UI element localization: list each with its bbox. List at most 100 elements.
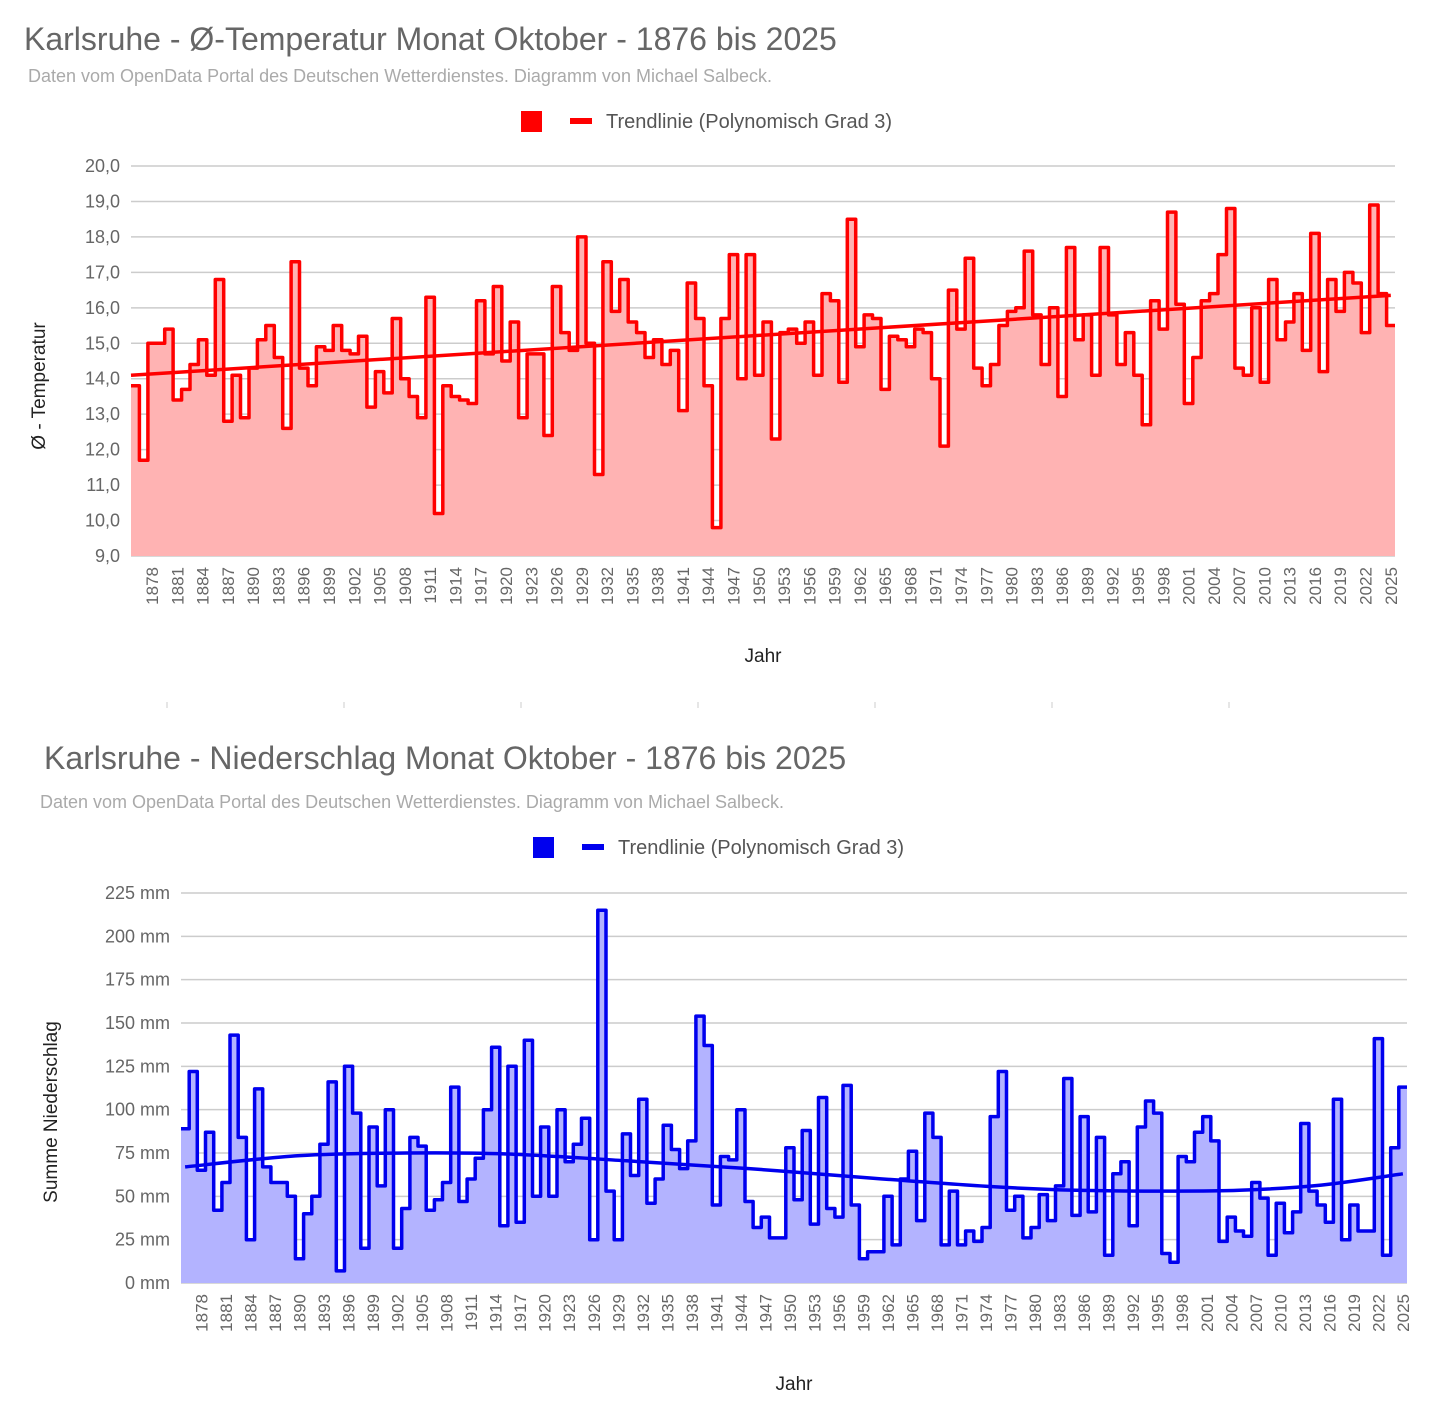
temperature-bar-1993 xyxy=(1117,365,1125,557)
precipitation-x-tick-label: 1881 xyxy=(217,1294,236,1332)
temperature-x-tick-label: 1887 xyxy=(219,567,238,605)
precipitation-bar-1876 xyxy=(181,1129,189,1283)
temperature-x-tick-label: 1998 xyxy=(1154,567,1173,605)
temperature-legend-trend-label: Trendlinie (Polynomisch Grad 3) xyxy=(606,111,892,133)
temperature-legend[interactable]: Trendlinie (Polynomisch Grad 3) xyxy=(521,111,892,133)
temperature-bar-1882 xyxy=(182,389,190,556)
temperature-x-tick-label: 2019 xyxy=(1331,567,1350,605)
temperature-y-tick-label: 18,0 xyxy=(85,227,120,247)
temperature-bar-1928 xyxy=(569,350,577,556)
temperature-bar-1901 xyxy=(342,350,350,556)
precipitation-bar-1997 xyxy=(1170,1262,1178,1283)
precipitation-bar-1915 xyxy=(500,1226,508,1283)
precipitation-bar-1902 xyxy=(394,1248,402,1283)
precipitation-bar-1973 xyxy=(974,1241,982,1283)
precipitation-x-tick-label: 1947 xyxy=(756,1294,775,1332)
temperature-bar-1965 xyxy=(881,389,889,556)
precipitation-bar-1989 xyxy=(1105,1255,1113,1283)
temperature-bar-1945 xyxy=(712,528,720,556)
precipitation-x-tick-label: 1983 xyxy=(1051,1294,1070,1332)
temperature-bar-2001 xyxy=(1184,404,1192,557)
precipitation-bar-1977 xyxy=(1007,1210,1015,1283)
temperature-x-tick-label: 1974 xyxy=(952,567,971,605)
precipitation-x-tick-label: 1950 xyxy=(781,1294,800,1332)
temperature-x-tick-label: 1944 xyxy=(699,567,718,605)
precipitation-bar-1884 xyxy=(246,1240,254,1283)
temperature-x-tick-label: 1995 xyxy=(1129,567,1148,605)
temperature-bar-1974 xyxy=(957,329,965,556)
temperature-bar-1918 xyxy=(485,354,493,556)
temperature-series-swatch-icon xyxy=(521,111,542,132)
precipitation-bar-1919 xyxy=(533,1196,541,1283)
temperature-bar-1920 xyxy=(502,361,510,556)
temperature-bar-1899 xyxy=(325,350,333,556)
temperature-y-tick-label: 13,0 xyxy=(85,404,120,424)
precipitation-x-tick-label: 2025 xyxy=(1394,1294,1413,1332)
temperature-bar-2022 xyxy=(1361,333,1369,556)
temperature-bar-1892 xyxy=(266,326,274,557)
precipitation-y-tick-label: 150 mm xyxy=(105,1013,170,1033)
precipitation-bar-1985 xyxy=(1072,1215,1080,1283)
temperature-bar-1885 xyxy=(207,375,215,556)
precipitation-chart: Karlsruhe - Niederschlag Monat Oktober -… xyxy=(40,740,1413,1395)
temperature-bar-1990 xyxy=(1092,375,1100,556)
temperature-x-tick-label: 1968 xyxy=(902,567,921,605)
temperature-bar-1963 xyxy=(864,315,872,556)
temperature-bar-1935 xyxy=(628,322,636,556)
temperature-x-tick-label: 1935 xyxy=(623,567,642,605)
precipitation-bar-1943 xyxy=(729,1160,737,1283)
temperature-bar-1941 xyxy=(679,411,687,556)
precipitation-y-tick-label: 100 mm xyxy=(105,1100,170,1120)
precipitation-bar-1982 xyxy=(1047,1221,1055,1283)
precipitation-x-tick-label: 1941 xyxy=(707,1294,726,1332)
precipitation-x-tick-label: 1911 xyxy=(462,1294,481,1331)
precipitation-x-tick-label: 1977 xyxy=(1002,1294,1021,1332)
temperature-bar-1887 xyxy=(224,421,232,556)
precipitation-bar-1898 xyxy=(361,1248,369,1283)
temperature-x-tick-label: 2016 xyxy=(1306,567,1325,605)
precipitation-bar-2009 xyxy=(1268,1255,1276,1283)
temperature-bar-1988 xyxy=(1075,340,1083,556)
precipitation-x-tick-label: 1938 xyxy=(683,1294,702,1332)
precipitation-chart-title: Karlsruhe - Niederschlag Monat Oktober -… xyxy=(44,740,846,776)
temperature-chart: Karlsruhe - Ø-Temperatur Monat Oktober -… xyxy=(24,21,1401,667)
precipitation-bar-2021 xyxy=(1366,1231,1374,1283)
precipitation-x-tick-label: 1899 xyxy=(364,1294,383,1332)
temperature-x-tick-label: 2025 xyxy=(1382,567,1401,605)
temperature-y-tick-label: 17,0 xyxy=(85,262,120,282)
temperature-bar-1904 xyxy=(367,407,375,556)
temperature-x-tick-label: 1914 xyxy=(446,567,465,605)
precipitation-x-tick-label: 1902 xyxy=(389,1294,408,1332)
precipitation-x-tick-label: 1908 xyxy=(438,1294,457,1332)
precipitation-x-tick-label: 1986 xyxy=(1075,1294,1094,1332)
precipitation-bar-1946 xyxy=(753,1228,761,1284)
precipitation-bar-1955 xyxy=(827,1209,835,1284)
precipitation-trendline xyxy=(184,1151,1404,1193)
temperature-bar-1900 xyxy=(333,326,341,557)
precipitation-x-tick-label: 1923 xyxy=(560,1294,579,1332)
temperature-bar-1950 xyxy=(755,375,763,556)
temperature-x-tick-label: 1941 xyxy=(674,567,693,605)
precipitation-x-tick-label: 1893 xyxy=(315,1294,334,1332)
precipitation-x-tick-label: 1995 xyxy=(1149,1294,1168,1332)
precipitation-bar-2020 xyxy=(1358,1231,1366,1283)
precipitation-x-tick-label: 1932 xyxy=(634,1294,653,1332)
precipitation-x-tick-label: 1959 xyxy=(855,1294,874,1332)
temperature-x-tick-label: 1890 xyxy=(244,567,263,605)
temperature-bar-1938 xyxy=(654,340,662,556)
temperature-area-fill xyxy=(131,205,1395,556)
temperature-x-tick-label: 2022 xyxy=(1357,567,1376,605)
precipitation-y-tick-label: 175 mm xyxy=(105,970,170,990)
precipitation-x-tick-label: 1914 xyxy=(487,1294,506,1332)
precipitation-y-tick-label: 75 mm xyxy=(115,1143,170,1163)
precipitation-x-tick-label: 1926 xyxy=(585,1294,604,1332)
temperature-x-tick-label: 1956 xyxy=(800,567,819,605)
temperature-y-tick-label: 15,0 xyxy=(85,333,120,353)
precipitation-bar-1979 xyxy=(1023,1238,1031,1283)
precipitation-bar-2018 xyxy=(1342,1240,1350,1283)
precipitation-legend[interactable]: Trendlinie (Polynomisch Grad 3) xyxy=(533,837,904,859)
temperature-bar-1915 xyxy=(460,400,468,556)
precipitation-bar-1956 xyxy=(835,1217,843,1283)
precipitation-bar-1878 xyxy=(197,1170,205,1283)
temperature-x-tick-label: 1953 xyxy=(775,567,794,605)
